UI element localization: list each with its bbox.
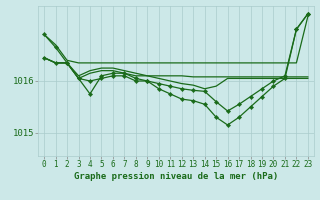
X-axis label: Graphe pression niveau de la mer (hPa): Graphe pression niveau de la mer (hPa) <box>74 172 278 181</box>
